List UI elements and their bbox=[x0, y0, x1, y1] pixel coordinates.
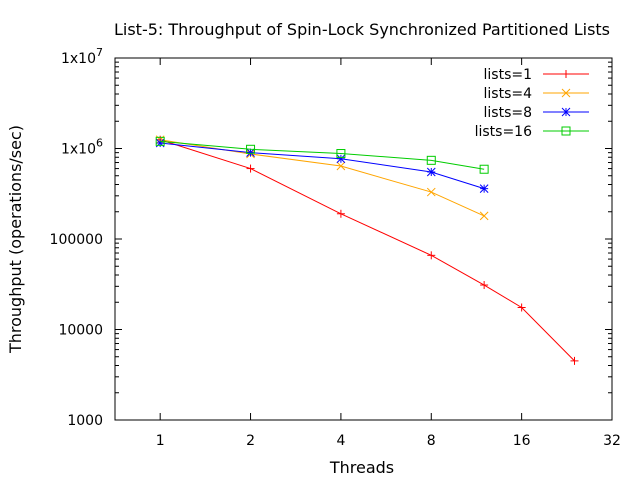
data-point bbox=[426, 187, 436, 197]
series-line bbox=[160, 139, 575, 362]
marker-stroke bbox=[246, 148, 255, 157]
axis-ticks: 1 2 4 8 16 32 1000 10000 100000 1x106 1x107 bbox=[50, 46, 621, 449]
marker-stroke bbox=[479, 164, 489, 174]
marker-stroke bbox=[426, 155, 436, 165]
data-point bbox=[561, 107, 571, 117]
marker-stroke bbox=[246, 144, 256, 154]
marker-stroke bbox=[155, 136, 165, 146]
x-tick-label: 16 bbox=[513, 433, 531, 449]
marker-stroke bbox=[426, 187, 436, 197]
data-point bbox=[562, 70, 570, 78]
legend-label: lists=4 bbox=[484, 86, 533, 102]
data-point bbox=[336, 154, 346, 164]
y-tick-label: 1x106 bbox=[61, 137, 103, 158]
marker-stroke bbox=[336, 149, 346, 159]
series-line bbox=[160, 142, 485, 190]
legend-entry: lists=1 bbox=[484, 67, 589, 83]
marker-stroke bbox=[479, 184, 489, 194]
series-lists-8 bbox=[155, 138, 489, 194]
data-point bbox=[246, 148, 255, 157]
y-tick-label: 1000 bbox=[67, 413, 103, 429]
y-tick-label: 10000 bbox=[58, 323, 103, 339]
series-lines bbox=[155, 135, 579, 365]
data-point bbox=[517, 303, 526, 312]
marker-stroke bbox=[561, 107, 571, 117]
series-lists-16 bbox=[155, 136, 489, 174]
data-point bbox=[479, 164, 489, 174]
data-point bbox=[561, 88, 571, 98]
marker-stroke bbox=[561, 126, 571, 136]
x-tick-label: 4 bbox=[336, 433, 345, 449]
data-point bbox=[426, 167, 436, 177]
data-point bbox=[336, 149, 346, 159]
data-point bbox=[246, 144, 256, 154]
data-point bbox=[426, 155, 436, 165]
marker-stroke bbox=[479, 211, 489, 221]
marker-stroke bbox=[561, 88, 571, 98]
data-point bbox=[561, 126, 571, 136]
data-point bbox=[336, 161, 346, 171]
legend-entry: lists=4 bbox=[484, 86, 589, 102]
data-point bbox=[336, 209, 345, 218]
marker-stroke bbox=[336, 161, 346, 171]
plot-frame bbox=[114, 57, 613, 421]
series-line bbox=[160, 140, 485, 170]
x-tick-label: 8 bbox=[427, 433, 436, 449]
y-tick-label: 100000 bbox=[50, 232, 103, 248]
legend: lists=1 lists=4 lists=8 lists=16 bbox=[475, 67, 589, 140]
data-point bbox=[155, 136, 165, 146]
marker-stroke bbox=[336, 154, 346, 164]
legend-label: lists=1 bbox=[484, 67, 533, 83]
data-point bbox=[479, 184, 489, 194]
legend-label: lists=16 bbox=[475, 124, 532, 140]
marker-stroke bbox=[426, 167, 436, 177]
x-tick-label: 2 bbox=[246, 433, 255, 449]
series-lists-1 bbox=[156, 135, 579, 365]
chart-title: List-5: Throughput of Spin-Lock Synchron… bbox=[114, 20, 610, 39]
data-point bbox=[427, 251, 436, 260]
legend-entry: lists=16 bbox=[475, 124, 589, 140]
data-point bbox=[479, 211, 489, 221]
data-point bbox=[480, 281, 489, 290]
y-axis-label: Throughput (operations/sec) bbox=[6, 125, 25, 354]
data-point bbox=[246, 164, 255, 173]
legend-entry: lists=8 bbox=[484, 105, 589, 121]
x-axis-label: Threads bbox=[329, 458, 394, 477]
data-point bbox=[570, 356, 579, 365]
y-tick-label: 1x107 bbox=[61, 46, 103, 67]
legend-label: lists=8 bbox=[484, 105, 533, 121]
x-tick-label: 1 bbox=[156, 433, 165, 449]
x-tick-label: 32 bbox=[603, 433, 621, 449]
